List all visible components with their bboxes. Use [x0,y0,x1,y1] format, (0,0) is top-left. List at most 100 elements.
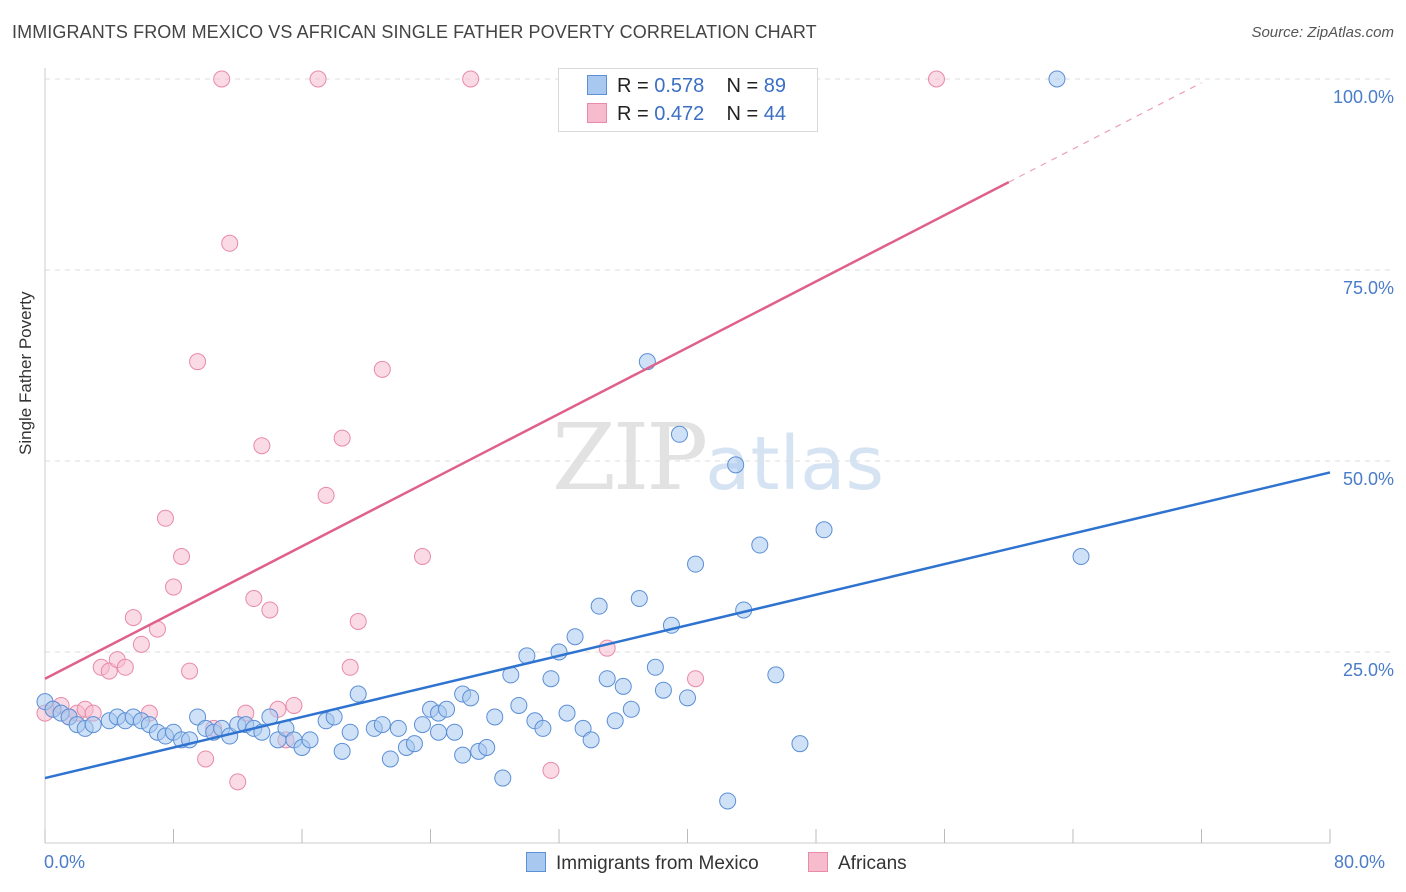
trend-line-mexico [44,471,1331,780]
data-point [791,735,809,753]
watermark: ZIPatlas [552,404,884,511]
data-point [454,746,472,764]
data-point [285,696,303,714]
data-point [189,353,207,371]
series-africans [36,70,945,791]
correlation-legend: R = 0.578 N = 89 R = 0.472 N = 44 [558,68,818,132]
data-point [132,635,150,653]
data-point [405,735,423,753]
data-point [430,723,448,741]
x-tick-80: 80.0% [1334,852,1386,872]
legend-item-africans: Africans [808,852,907,875]
data-point [687,670,705,688]
r-value: 0.472 [654,103,705,125]
data-point [614,677,632,695]
data-point [116,658,134,676]
watermark-zip: ZIP [552,404,708,511]
trend-line-africans [44,181,1010,680]
data-point [719,792,737,810]
data-point [630,590,648,608]
n-value: 44 [763,103,787,125]
legend-row-africans: R = 0.472 N = 44 [587,103,786,127]
data-point [598,670,616,688]
data-point [534,719,552,737]
data-point [727,456,745,474]
r-label: R = [617,103,649,125]
data-point [654,681,672,699]
n-label: N = [726,103,759,125]
data-point [815,521,833,539]
data-point [1048,70,1066,88]
y-tick-25: 25.0% [1342,660,1394,680]
data-point [373,716,391,734]
data-point [333,742,351,760]
y-tick-100: 100.0% [1332,87,1394,107]
data-point [317,486,335,504]
data-point [221,234,239,252]
data-point [124,609,142,627]
data-point [156,509,174,527]
data-point [590,597,608,615]
trend-lines [44,82,1331,780]
y-axis-label: Single Father Poverty [16,291,35,455]
data-point [542,761,560,779]
data-point [438,700,456,718]
swatch-pink [587,103,607,123]
data-point [349,685,367,703]
data-point [341,723,359,741]
data-point [165,578,182,596]
data-point [253,437,271,455]
data-point [84,716,102,734]
swatch-pink [808,852,828,872]
data-point [229,773,247,791]
series-immigrants-from-mexico [36,70,1090,810]
n-value: 89 [763,75,787,97]
data-point [767,666,785,684]
swatch-blue [526,852,546,872]
data-point [197,750,215,768]
data-point [582,731,600,749]
data-point [446,723,464,741]
trend-extension-africans [1008,82,1202,183]
n-label: N = [726,75,759,97]
legend-item-mexico: Immigrants from Mexico [526,852,759,875]
data-point [462,689,480,707]
data-point [670,425,688,443]
x-tick-0: 0.0% [44,852,86,872]
data-point [181,662,199,680]
data-point [341,658,359,676]
data-point [494,769,512,787]
r-value: 0.578 [654,75,705,97]
data-point [679,689,696,707]
data-point [510,696,528,714]
data-point [622,700,640,718]
r-label: R = [617,75,649,97]
data-point [389,719,407,737]
chart-title: IMMIGRANTS FROM MEXICO VS AFRICAN SINGLE… [12,22,817,42]
data-point [301,731,319,749]
data-point [413,716,431,734]
data-point [558,704,576,722]
data-point [486,708,504,726]
data-point [606,712,624,730]
legend-label: Africans [838,853,907,874]
data-point [646,658,664,676]
data-point [245,590,263,608]
data-point [173,548,191,565]
grid-lines [45,78,1392,653]
data-point [261,601,279,619]
legend-row-mexico: R = 0.578 N = 89 [587,75,786,99]
data-point [542,670,560,688]
y-tick-50: 50.0% [1342,469,1394,489]
legend-label: Immigrants from Mexico [556,853,759,874]
data-point [333,429,351,447]
data-point [381,750,399,768]
data-point [413,548,431,565]
data-point [927,70,945,88]
data-point [309,70,327,88]
data-point [566,628,584,646]
data-point [462,70,480,88]
data-point [1072,548,1090,565]
data-point [213,70,231,88]
